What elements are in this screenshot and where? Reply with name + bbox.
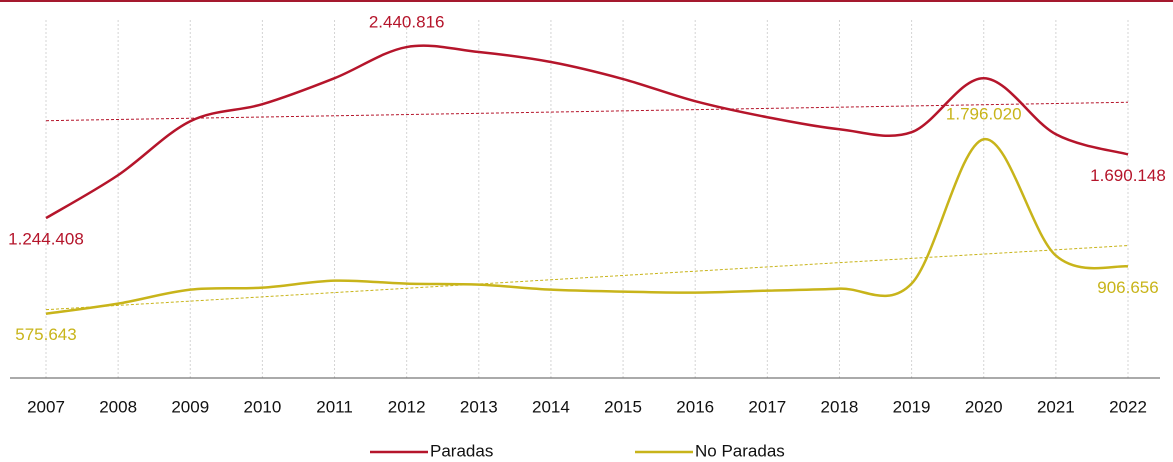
x-tick-label: 2020: [965, 397, 1003, 416]
x-tick-label: 2014: [532, 397, 570, 416]
data-label: 1.244.408: [8, 230, 84, 249]
x-tick-label: 2007: [27, 397, 65, 416]
trend-line: [45, 101, 1129, 122]
x-tick-label: 2022: [1109, 397, 1147, 416]
x-tick-label: 2021: [1037, 397, 1075, 416]
x-tick-label: 2016: [676, 397, 714, 416]
data-label: 906.656: [1097, 278, 1158, 297]
x-tick-label: 2018: [821, 397, 859, 416]
data-label: 2.440.816: [369, 13, 445, 32]
data-label: 1.796.020: [946, 105, 1022, 124]
top-border: [0, 0, 1173, 2]
x-tick-label: 2011: [316, 397, 353, 416]
x-tick-label: 2015: [604, 397, 642, 416]
x-tick-label: 2017: [748, 397, 786, 416]
trend-line: [45, 245, 1129, 311]
legend-label: Paradas: [430, 441, 493, 460]
data-label: 575.643: [15, 325, 76, 344]
data-label: 1.690.148: [1090, 166, 1166, 185]
series-line: [45, 44, 1129, 220]
legend-label: No Paradas: [695, 441, 785, 460]
x-tick-label: 2019: [893, 397, 931, 416]
x-tick-label: 2009: [171, 397, 209, 416]
x-tick-label: 2010: [243, 397, 281, 416]
x-tick-label: 2012: [388, 397, 426, 416]
x-tick-label: 2008: [99, 397, 137, 416]
x-tick-label: 2013: [460, 397, 498, 416]
series-line: [45, 137, 1129, 315]
